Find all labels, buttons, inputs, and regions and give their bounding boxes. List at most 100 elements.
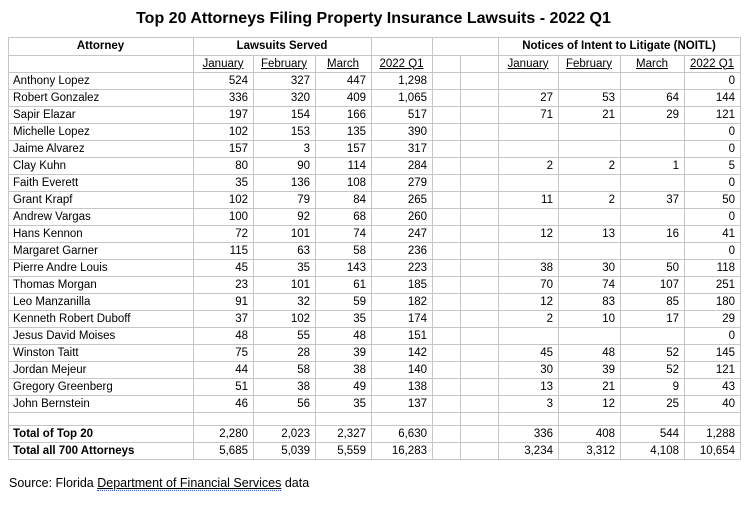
noitl-q1-cell: 180: [684, 293, 741, 311]
lawsuits-february-cell: 35: [253, 259, 316, 277]
lawsuits-january-cell: 46: [193, 395, 254, 413]
attorney-name-cell: John Bernstein: [8, 395, 194, 413]
noitl-february-cell: 13: [558, 225, 621, 243]
lawsuits-march-cell: 143: [315, 259, 372, 277]
noitl-q1-cell: 40: [684, 395, 741, 413]
noitl-march-cell: [620, 242, 685, 260]
empty-cell: [498, 412, 559, 426]
lawsuits-march-cell: 409: [315, 89, 372, 107]
spacer-cell: [460, 293, 499, 311]
attorney-name-cell: Faith Everett: [8, 174, 194, 192]
lawsuits-february-cell: 63: [253, 242, 316, 260]
lawsuits-january-cell: 80: [193, 157, 254, 175]
noitl-q1-cell: 50: [684, 191, 741, 209]
noitl-march-cell: 85: [620, 293, 685, 311]
noitl-march-cell: [620, 123, 685, 141]
lawsuits-february-cell: 327: [253, 72, 316, 90]
lawsuits-february-cell: 153: [253, 123, 316, 141]
attorney-name-cell: Total all 700 Attorneys: [8, 442, 194, 460]
spacer-cell: [432, 293, 461, 311]
lawsuits-january-cell: 197: [193, 106, 254, 124]
table-row: John Bernstein 46 56 35 137 3 12 25 40: [8, 395, 741, 413]
spacer-cell: [432, 310, 461, 328]
noitl-january-cell: 2: [498, 310, 559, 328]
noitl-q1-cell: 0: [684, 140, 741, 158]
table-row: Sapir Elazar 197 154 166 517 71 21 29 121: [8, 106, 741, 124]
table-row: Andrew Vargas 100 92 68 260 0: [8, 208, 741, 226]
spacer-cell: [432, 72, 461, 90]
lawsuits-february-cell: 90: [253, 157, 316, 175]
lawsuits-february-cell: 28: [253, 344, 316, 362]
lawsuits-january-cell: 336: [193, 89, 254, 107]
lawsuits-q1-cell: 223: [371, 259, 433, 277]
lawsuits-march-cell: 59: [315, 293, 372, 311]
table-row: Jesus David Moises 48 55 48 151 0: [8, 327, 741, 345]
lawsuits-q1-cell: 247: [371, 225, 433, 243]
noitl-q1-cell: 118: [684, 259, 741, 277]
spacer-cell: [432, 425, 461, 443]
month-header-row: January February March 2022 Q1 January F…: [8, 55, 741, 73]
report-page: Top 20 Attorneys Filing Property Insuran…: [0, 9, 747, 491]
attorney-name-cell: Grant Krapf: [8, 191, 194, 209]
spacer-cell: [432, 378, 461, 396]
noitl-january-cell: [498, 72, 559, 90]
lawsuits-q1-cell: 390: [371, 123, 433, 141]
noitl-february-cell: 3,312: [558, 442, 621, 460]
spacer-cell: [460, 425, 499, 443]
lawsuits-january-cell: 2,280: [193, 425, 254, 443]
lawsuits-january-header: January: [193, 55, 254, 73]
attorney-name-cell: Jordan Mejeur: [8, 361, 194, 379]
lawsuits-march-cell: 5,559: [315, 442, 372, 460]
empty-cell: [253, 412, 316, 426]
attorney-name-cell: Winston Taitt: [8, 344, 194, 362]
spacer-cell: [432, 140, 461, 158]
attorney-name-cell: Sapir Elazar: [8, 106, 194, 124]
spacer-cell: [460, 106, 499, 124]
table-row: Anthony Lopez 524 327 447 1,298 0: [8, 72, 741, 90]
attorney-name-cell: Clay Kuhn: [8, 157, 194, 175]
source-link[interactable]: Department of Financial Services: [97, 476, 282, 491]
spacer-cell: [432, 327, 461, 345]
lawsuits-march-cell: 74: [315, 225, 372, 243]
spacer-cell: [432, 276, 461, 294]
attorney-name-cell: Kenneth Robert Duboff: [8, 310, 194, 328]
lawsuits-march-cell: 35: [315, 395, 372, 413]
spacer-cell: [432, 242, 461, 260]
lawsuits-january-cell: 72: [193, 225, 254, 243]
noitl-january-cell: 12: [498, 225, 559, 243]
noitl-q1-cell: 0: [684, 327, 741, 345]
lawsuits-february-cell: 58: [253, 361, 316, 379]
noitl-january-cell: 30: [498, 361, 559, 379]
lawsuits-q1-cell: 174: [371, 310, 433, 328]
noitl-q1-cell: 0: [684, 208, 741, 226]
spacer-cell: [460, 310, 499, 328]
noitl-january-cell: [498, 174, 559, 192]
noitl-february-cell: [558, 174, 621, 192]
noitl-february-header: February: [558, 55, 621, 73]
empty-cell: [371, 412, 433, 426]
lawsuits-march-header: March: [315, 55, 372, 73]
lawsuits-q1-cell: 517: [371, 106, 433, 124]
lawsuits-q1-cell: 185: [371, 276, 433, 294]
lawsuits-q1-cell: 265: [371, 191, 433, 209]
empty-cell: [684, 412, 741, 426]
noitl-march-cell: 544: [620, 425, 685, 443]
attorney-name-cell: Anthony Lopez: [8, 72, 194, 90]
noitl-february-cell: [558, 242, 621, 260]
empty-cell: [193, 412, 254, 426]
noitl-march-cell: 64: [620, 89, 685, 107]
noitl-march-cell: 29: [620, 106, 685, 124]
table-row: Michelle Lopez 102 153 135 390 0: [8, 123, 741, 141]
noitl-february-cell: [558, 208, 621, 226]
attorney-name-cell: Gregory Greenberg: [8, 378, 194, 396]
noitl-february-cell: [558, 327, 621, 345]
lawsuits-march-cell: 108: [315, 174, 372, 192]
noitl-january-cell: 71: [498, 106, 559, 124]
lawsuits-february-cell: 2,023: [253, 425, 316, 443]
lawsuits-march-cell: 447: [315, 72, 372, 90]
noitl-march-cell: 52: [620, 344, 685, 362]
lawsuits-february-cell: 102: [253, 310, 316, 328]
noitl-february-cell: 21: [558, 106, 621, 124]
group-header-row: Attorney Lawsuits Served Notices of Inte…: [8, 37, 741, 56]
lawsuits-q1-cell: 317: [371, 140, 433, 158]
